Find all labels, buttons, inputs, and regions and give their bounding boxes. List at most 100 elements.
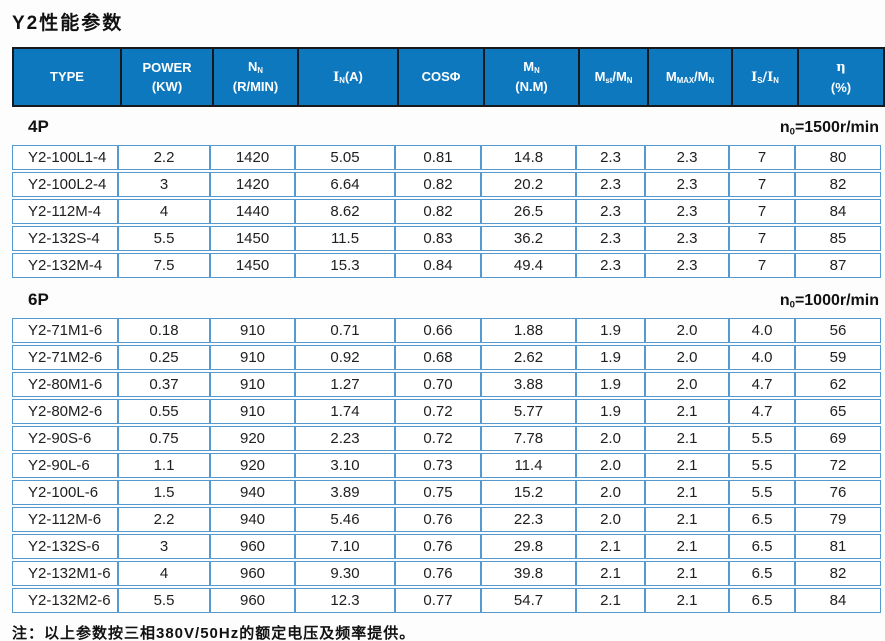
table-row: Y2-80M2-6 0.55 910 1.74 0.72 5.77 1.9 2.1 4.7 65 [12,399,881,424]
table-row: Y2-132M1-6 4 960 9.30 0.76 39.8 2.1 2.1 6.5 82 [12,561,881,586]
parameters-table-6p: Y2-71M1-6 0.18 910 0.71 0.66 1.88 1.9 2.0 4.0 56 Y… [12,316,881,615]
cell-value: 0.84 [395,253,481,278]
cell-value: 15.2 [481,480,576,505]
header-cell-mst-mn: Mst/MN [578,49,647,105]
cell-value: 7 [729,172,795,197]
header-line: IN(A) [300,67,396,88]
footnote: 注：以上参数按三相380V/50Hz的额定电压及频率提供。 [12,625,416,641]
cell-value: 3 [118,172,210,197]
text-segment: η [836,60,846,75]
table-row: Y2-132M-4 7.5 1450 15.3 0.84 49.4 2.3 2.3 7 87 [12,253,881,278]
cell-value: 5.5 [729,453,795,478]
cell-type: Y2-71M1-6 [12,318,118,343]
cell-value: 1.1 [118,453,210,478]
text-segment: I [333,69,340,85]
cell-value: 5.77 [481,399,576,424]
cell-type: Y2-100L2-4 [12,172,118,197]
cell-value: 84 [795,199,881,224]
cell-value: 2.1 [645,426,729,451]
cell-value: 4.0 [729,318,795,343]
subscript-text: N [339,75,345,85]
cell-type: Y2-100L-6 [12,480,118,505]
cell-value: 1.88 [481,318,576,343]
cell-value: 4 [118,561,210,586]
cell-value: 14.8 [481,145,576,170]
cell-value: 69 [795,426,881,451]
cell-value: 940 [210,480,295,505]
cell-value: 5.5 [118,588,210,613]
cell-value: 910 [210,399,295,424]
table-row: Y2-112M-6 2.2 940 5.46 0.76 22.3 2.0 2.1 6.5 79 [12,507,881,532]
cell-type: Y2-112M-6 [12,507,118,532]
cell-value: 3.88 [481,372,576,397]
cell-value: 7.5 [118,253,210,278]
cell-value: 4.7 [729,399,795,424]
cell-value: 1.5 [118,480,210,505]
cell-type: Y2-90L-6 [12,453,118,478]
cell-value: 2.1 [645,399,729,424]
cell-value: 6.64 [295,172,395,197]
cell-value: 0.76 [395,534,481,559]
cell-value: 2.1 [645,507,729,532]
text-segment: =1500r/min [794,118,879,136]
cell-value: 2.0 [576,507,645,532]
cell-type: Y2-80M2-6 [12,399,118,424]
cell-value: 7.78 [481,426,576,451]
cell-value: 9.30 [295,561,395,586]
cell-type: Y2-100L1-4 [12,145,118,170]
cell-value: 65 [795,399,881,424]
cell-value: 2.1 [645,453,729,478]
header-line: IS/IN [734,67,796,88]
header-cell-power: POWER (KW) [120,49,212,105]
cell-type: Y2-90S-6 [12,426,118,451]
subscript-text: S [757,75,763,85]
cell-value: 81 [795,534,881,559]
cell-value: 0.77 [395,588,481,613]
page-title: Y2性能参数 [12,13,124,34]
text-segment: COSΦ [421,69,461,85]
header-cell-type: TYPE [14,49,120,105]
header-line: TYPE [15,67,119,87]
text-segment: TYPE [50,69,84,85]
header-cell-eta: η (%) [797,49,883,105]
cell-value: 3 [118,534,210,559]
cell-value: 910 [210,345,295,370]
section-label-4p: 4P [28,117,49,136]
header-line: Mst/MN [581,67,646,87]
cell-value: 49.4 [481,253,576,278]
cell-value: 920 [210,426,295,451]
table-row: Y2-90L-6 1.1 920 3.10 0.73 11.4 2.0 2.1 5.5 72 [12,453,881,478]
cell-value: 11.5 [295,226,395,251]
cell-value: 1.9 [576,372,645,397]
cell-type: Y2-80M1-6 [12,372,118,397]
text-segment: /I [762,69,774,85]
text-segment: (R/MIN) [232,79,279,95]
cell-value: 0.73 [395,453,481,478]
cell-value: 1.9 [576,399,645,424]
cell-value: 62 [795,372,881,397]
cell-value: 3.89 [295,480,395,505]
cell-value: 2.1 [645,480,729,505]
text-segment: /M [612,69,627,85]
cell-value: 2.0 [645,345,729,370]
cell-value: 2.3 [576,172,645,197]
cell-value: 2.3 [576,145,645,170]
header-line: NN [215,57,296,77]
cell-value: 12.3 [295,588,395,613]
cell-type: Y2-71M2-6 [12,345,118,370]
cell-type: Y2-112M-4 [12,199,118,224]
cell-value: 2.3 [576,253,645,278]
table-row: Y2-90S-6 0.75 920 2.23 0.72 7.78 2.0 2.1 5.5 69 [12,426,881,451]
cell-value: 8.62 [295,199,395,224]
cell-value: 0.68 [395,345,481,370]
cell-value: 0.71 [295,318,395,343]
cell-value: 1.74 [295,399,395,424]
cell-value: 39.8 [481,561,576,586]
cell-type: Y2-132M1-6 [12,561,118,586]
cell-value: 2.0 [576,426,645,451]
cell-value: 5.05 [295,145,395,170]
cell-value: 1450 [210,226,295,251]
cell-value: 59 [795,345,881,370]
cell-value: 2.1 [576,534,645,559]
subscript-text: 0 [789,299,795,310]
